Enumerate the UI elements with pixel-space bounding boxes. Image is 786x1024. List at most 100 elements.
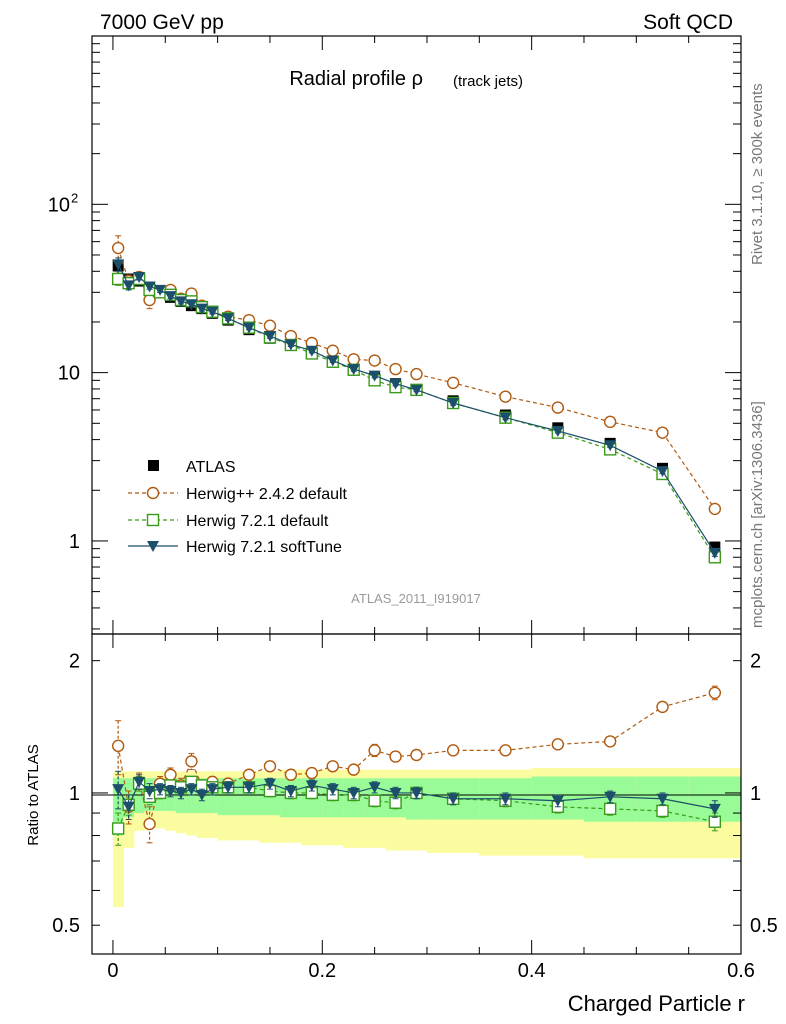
main-point-herwig-7-2-1-softtune: [222, 313, 235, 325]
ratio-point-herwig-7-2-1-softtune: [708, 803, 721, 815]
ratio-point-herwig-7-2-1-default: [111, 822, 125, 835]
legend-herwigpp-marker: [146, 486, 160, 500]
main-point-herwig-7-2-1-softtune: [656, 466, 669, 478]
main-point-herwig-7-2-1-softtune: [143, 281, 156, 293]
ratio-panel: 0.5 0.5 1 1 2 2 0 0.2 0.4 0.6 Ratio to ATLAS Cha…: [25, 633, 778, 1016]
ratio-y-axis-label: Ratio to ATLAS: [25, 744, 42, 845]
ratio-point-herwig-2-4-2-default: [446, 744, 460, 757]
header-category-label: Soft QCD: [643, 11, 733, 34]
legend-herwig721-label: Herwig 7.2.1 default: [186, 513, 329, 530]
ratio-point-herwig-2-4-2-default: [499, 744, 512, 757]
ratio-point-herwig-7-2-1-softtune: [604, 791, 617, 803]
main-point-herwig-7-2-1-softtune: [133, 271, 146, 283]
main-point-herwig-7-2-1-softtune: [284, 339, 297, 351]
main-point-herwig-7-2-1-softtune: [389, 378, 402, 390]
main-point-herwig-7-2-1-softtune: [122, 280, 135, 292]
main-point-herwig-7-2-1-softtune: [326, 355, 339, 367]
main-point-herwig-7-2-1-softtune: [368, 370, 381, 382]
main-point-herwig-7-2-1-softtune: [347, 364, 360, 376]
ratio-point-herwig-2-4-2-default: [263, 760, 277, 773]
ratio-point-herwig-7-2-1-softtune: [243, 782, 256, 794]
main-point-herwig-7-2-1-softtune: [243, 322, 256, 334]
ratio-series-herwig-7-2-1-softtune: [112, 770, 721, 821]
main-y-tick-label: 1: [69, 531, 80, 553]
main-point-herwig-7-2-1-softtune: [164, 291, 177, 303]
main-point-herwig-2-4-2-default: [499, 390, 512, 403]
main-point-herwig-2-4-2-default: [656, 426, 669, 439]
ratio-point-herwig-7-2-1-softtune: [305, 780, 318, 792]
legend: ATLAS Herwig++ 2.4.2 default Herwig 7.2.…: [128, 459, 348, 556]
ratio-point-herwig-7-2-1-default: [368, 794, 381, 807]
rivet-version-label: Rivet 3.1.10, ≥ 300k events: [749, 83, 766, 265]
x-tick-label: 0.6: [727, 960, 755, 982]
main-point-herwig-2-4-2-default: [143, 293, 156, 307]
ratio-point-herwig-2-4-2-default: [242, 768, 256, 781]
ratio-series-herwig-2-4-2-default: [111, 685, 722, 844]
ratio-point-herwig-7-2-1-softtune: [154, 784, 167, 796]
main-point-herwig-7-2-1-softtune: [206, 306, 219, 318]
x-tick-label: 0.2: [308, 960, 336, 982]
ratio-point-herwig-2-4-2-default: [551, 738, 565, 751]
ratio-point-herwig-2-4-2-default: [305, 766, 319, 780]
ratio-point-herwig-7-2-1-softtune: [347, 787, 360, 799]
ratio-point-herwig-2-4-2-default: [164, 768, 177, 781]
ratio-y-tick-label-right: 2: [750, 651, 761, 673]
ratio-axis-ticks: [92, 634, 742, 954]
x-tick-label: 0: [107, 960, 118, 982]
chart-title: Radial profile ρ: [289, 68, 423, 90]
ratio-band-inner: [186, 778, 198, 814]
ratio-point-herwig-2-4-2-default: [347, 763, 360, 776]
ratio-band-inner: [207, 778, 219, 814]
main-axis-ticks: [92, 35, 742, 634]
ratio-point-herwig-2-4-2-default: [326, 760, 339, 773]
ratio-point-herwig-2-4-2-default: [284, 768, 298, 781]
ratio-y-tick-labels: 0.5 0.5 1 1 2 2: [52, 651, 778, 938]
main-point-herwig-7-2-1-default: [111, 272, 125, 286]
ratio-point-herwig-2-4-2-default: [410, 748, 423, 762]
ratio-point-herwig-7-2-1-softtune: [143, 786, 156, 798]
ratio-frame: [91, 633, 742, 955]
main-point-herwig-7-2-1-softtune: [410, 384, 423, 396]
main-point-herwig-2-4-2-default: [368, 354, 381, 367]
legend-herwig721-marker: [146, 513, 160, 527]
main-point-herwig-2-4-2-default: [326, 344, 339, 357]
main-point-herwig-2-4-2-default: [708, 502, 722, 516]
main-point-herwig-2-4-2-default: [410, 367, 423, 381]
x-axis-label: Charged Particle r: [568, 991, 745, 1016]
main-point-herwig-7-2-1-softtune: [708, 547, 721, 559]
legend-softtune-label: Herwig 7.2.1 softTune: [186, 539, 342, 556]
ratio-y-tick-label: 0.5: [52, 915, 80, 937]
ratio-point-herwig-7-2-1-default: [603, 802, 617, 816]
ratio-point-herwig-2-4-2-default: [389, 750, 402, 763]
ratio-point-herwig-7-2-1-softtune: [185, 784, 198, 796]
main-point-herwig-7-2-1-softtune: [604, 440, 617, 452]
main-point-herwig-2-4-2-default: [263, 319, 277, 332]
main-point-herwig-7-2-1-softtune: [551, 426, 564, 438]
header-energy-label: 7000 GeV pp: [100, 11, 224, 34]
ratio-point-herwig-7-2-1-softtune: [206, 784, 219, 796]
ratio-point-herwig-7-2-1-softtune: [656, 793, 669, 805]
main-point-herwig-7-2-1-softtune: [499, 412, 512, 424]
ratio-point-herwig-7-2-1-softtune: [447, 793, 460, 805]
ratio-point-herwig-7-2-1-softtune: [326, 784, 339, 796]
ratio-point-herwig-7-2-1-softtune: [499, 793, 512, 805]
ratio-y-tick-label: 2: [69, 651, 80, 673]
legend-atlas-label: ATLAS: [186, 459, 236, 476]
legend-herwigpp-label: Herwig++ 2.4.2 default: [186, 486, 348, 503]
main-point-herwig-7-2-1-softtune: [305, 345, 318, 357]
ratio-point-herwig-2-4-2-default: [656, 700, 669, 714]
main-point-herwig-7-2-1-softtune: [195, 303, 208, 315]
ratio-point-herwig-7-2-1-softtune: [112, 784, 125, 796]
ratio-point-herwig-7-2-1-default: [656, 804, 669, 818]
analysis-label: ATLAS_2011_I919017: [351, 591, 481, 606]
ratio-point-herwig-7-2-1-softtune: [133, 776, 146, 788]
main-point-herwig-2-4-2-default: [389, 362, 402, 376]
ratio-point-herwig-7-2-1-softtune: [368, 782, 381, 794]
ratio-point-herwig-7-2-1-softtune: [284, 786, 297, 798]
x-tick-labels: 0 0.2 0.4 0.6: [107, 960, 755, 982]
main-series-herwig-7-2-1-softtune: [112, 257, 721, 559]
legend-softtune-marker: [147, 541, 159, 552]
main-point-herwig-2-4-2-default: [551, 401, 565, 414]
main-point-herwig-7-2-1-softtune: [174, 296, 187, 308]
